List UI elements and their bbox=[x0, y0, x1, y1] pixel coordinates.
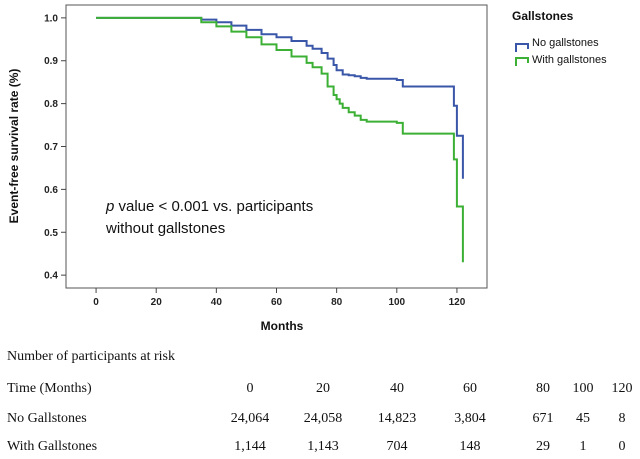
risk-time-row: Time (Months) 0 20 40 60 80 100 120 bbox=[0, 381, 640, 401]
risk-cell: 0 bbox=[618, 439, 626, 454]
x-axis-title: Months bbox=[261, 319, 304, 333]
risk-row-no-gallstones: No Gallstones 24,064 24,058 14,823 3,804… bbox=[0, 411, 640, 431]
risk-time-cell: 40 bbox=[390, 381, 404, 396]
legend-swatch-with-gallstones bbox=[515, 57, 529, 66]
x-tick-label: 60 bbox=[271, 297, 283, 308]
legend-label-with-gallstones: With gallstones bbox=[532, 54, 607, 66]
legend-swatch-no-gallstones bbox=[515, 43, 529, 52]
risk-cell: 148 bbox=[459, 439, 481, 454]
y-tick-label: 0.7 bbox=[44, 142, 58, 153]
x-tick-label: 120 bbox=[449, 297, 466, 308]
risk-cell: 29 bbox=[536, 439, 550, 454]
series-line-with-gallstones bbox=[96, 16, 464, 263]
risk-cell: 8 bbox=[618, 411, 626, 426]
risk-table-heading: Number of participants at risk bbox=[7, 349, 175, 364]
p-value-annotation-line1: p value < 0.001 vs. participants bbox=[105, 198, 313, 215]
risk-time-cell: 80 bbox=[536, 381, 550, 396]
y-tick-label: 0.9 bbox=[44, 56, 58, 67]
risk-time-label: Time (Months) bbox=[7, 381, 92, 396]
risk-cell: 1,144 bbox=[234, 439, 266, 454]
plot-area bbox=[65, 4, 488, 289]
y-tick-label: 0.8 bbox=[44, 99, 58, 110]
survival-chart: 0 20 40 60 80 100 120 0.4 0.5 0.6 0.7 0.8 0.9 1.0 Mon… bbox=[7, 4, 607, 333]
y-tick-label: 0.4 bbox=[44, 271, 58, 282]
risk-time-cell: 0 bbox=[246, 381, 254, 396]
risk-cell: 24,064 bbox=[230, 411, 270, 426]
risk-row-label: With Gallstones bbox=[7, 439, 98, 454]
x-tick-label: 0 bbox=[93, 297, 99, 308]
series-lines bbox=[96, 16, 464, 263]
risk-time-cell: 20 bbox=[316, 381, 330, 396]
axis-ticks bbox=[61, 17, 458, 293]
risk-row-label: No Gallstones bbox=[7, 411, 87, 426]
x-tick-label: 100 bbox=[388, 297, 405, 308]
x-tick-label: 20 bbox=[151, 297, 163, 308]
x-tick-label: 80 bbox=[331, 297, 343, 308]
risk-cell: 14,823 bbox=[377, 411, 417, 426]
risk-cell: 1,143 bbox=[307, 439, 339, 454]
legend-entry-with-gallstones: With gallstones bbox=[515, 54, 607, 66]
tick-labels: 0 20 40 60 80 100 120 0.4 0.5 0.6 0.7 0.8 0.9 1.0 bbox=[44, 13, 466, 308]
risk-time-cell: 100 bbox=[572, 381, 594, 396]
p-value-annotation-line2: without gallstones bbox=[105, 220, 225, 237]
x-tick-label: 40 bbox=[211, 297, 223, 308]
risk-row-with-gallstones: With Gallstones 1,144 1,143 704 148 29 1… bbox=[0, 439, 640, 459]
series-line-no-gallstones bbox=[96, 16, 464, 179]
y-axis-title: Event-free survival rate (%) bbox=[7, 69, 21, 224]
risk-time-cell: 60 bbox=[463, 381, 477, 396]
risk-time-cell: 120 bbox=[611, 381, 633, 396]
legend-label-no-gallstones: No gallstones bbox=[532, 37, 599, 49]
risk-cell: 3,804 bbox=[454, 411, 486, 426]
risk-cell: 704 bbox=[386, 439, 408, 454]
legend-entry-no-gallstones: No gallstones bbox=[515, 37, 599, 52]
legend-title: Gallstones bbox=[512, 9, 574, 23]
risk-cell: 671 bbox=[532, 411, 554, 426]
risk-cell: 24,058 bbox=[303, 411, 343, 426]
y-tick-label: 0.5 bbox=[44, 228, 58, 239]
risk-cell: 1 bbox=[579, 439, 587, 454]
p-value-text: value < 0.001 vs. participants bbox=[114, 198, 313, 215]
p-symbol: p bbox=[105, 198, 114, 215]
risk-cell: 45 bbox=[576, 411, 590, 426]
y-tick-label: 1.0 bbox=[44, 13, 58, 24]
y-tick-label: 0.6 bbox=[44, 185, 58, 196]
